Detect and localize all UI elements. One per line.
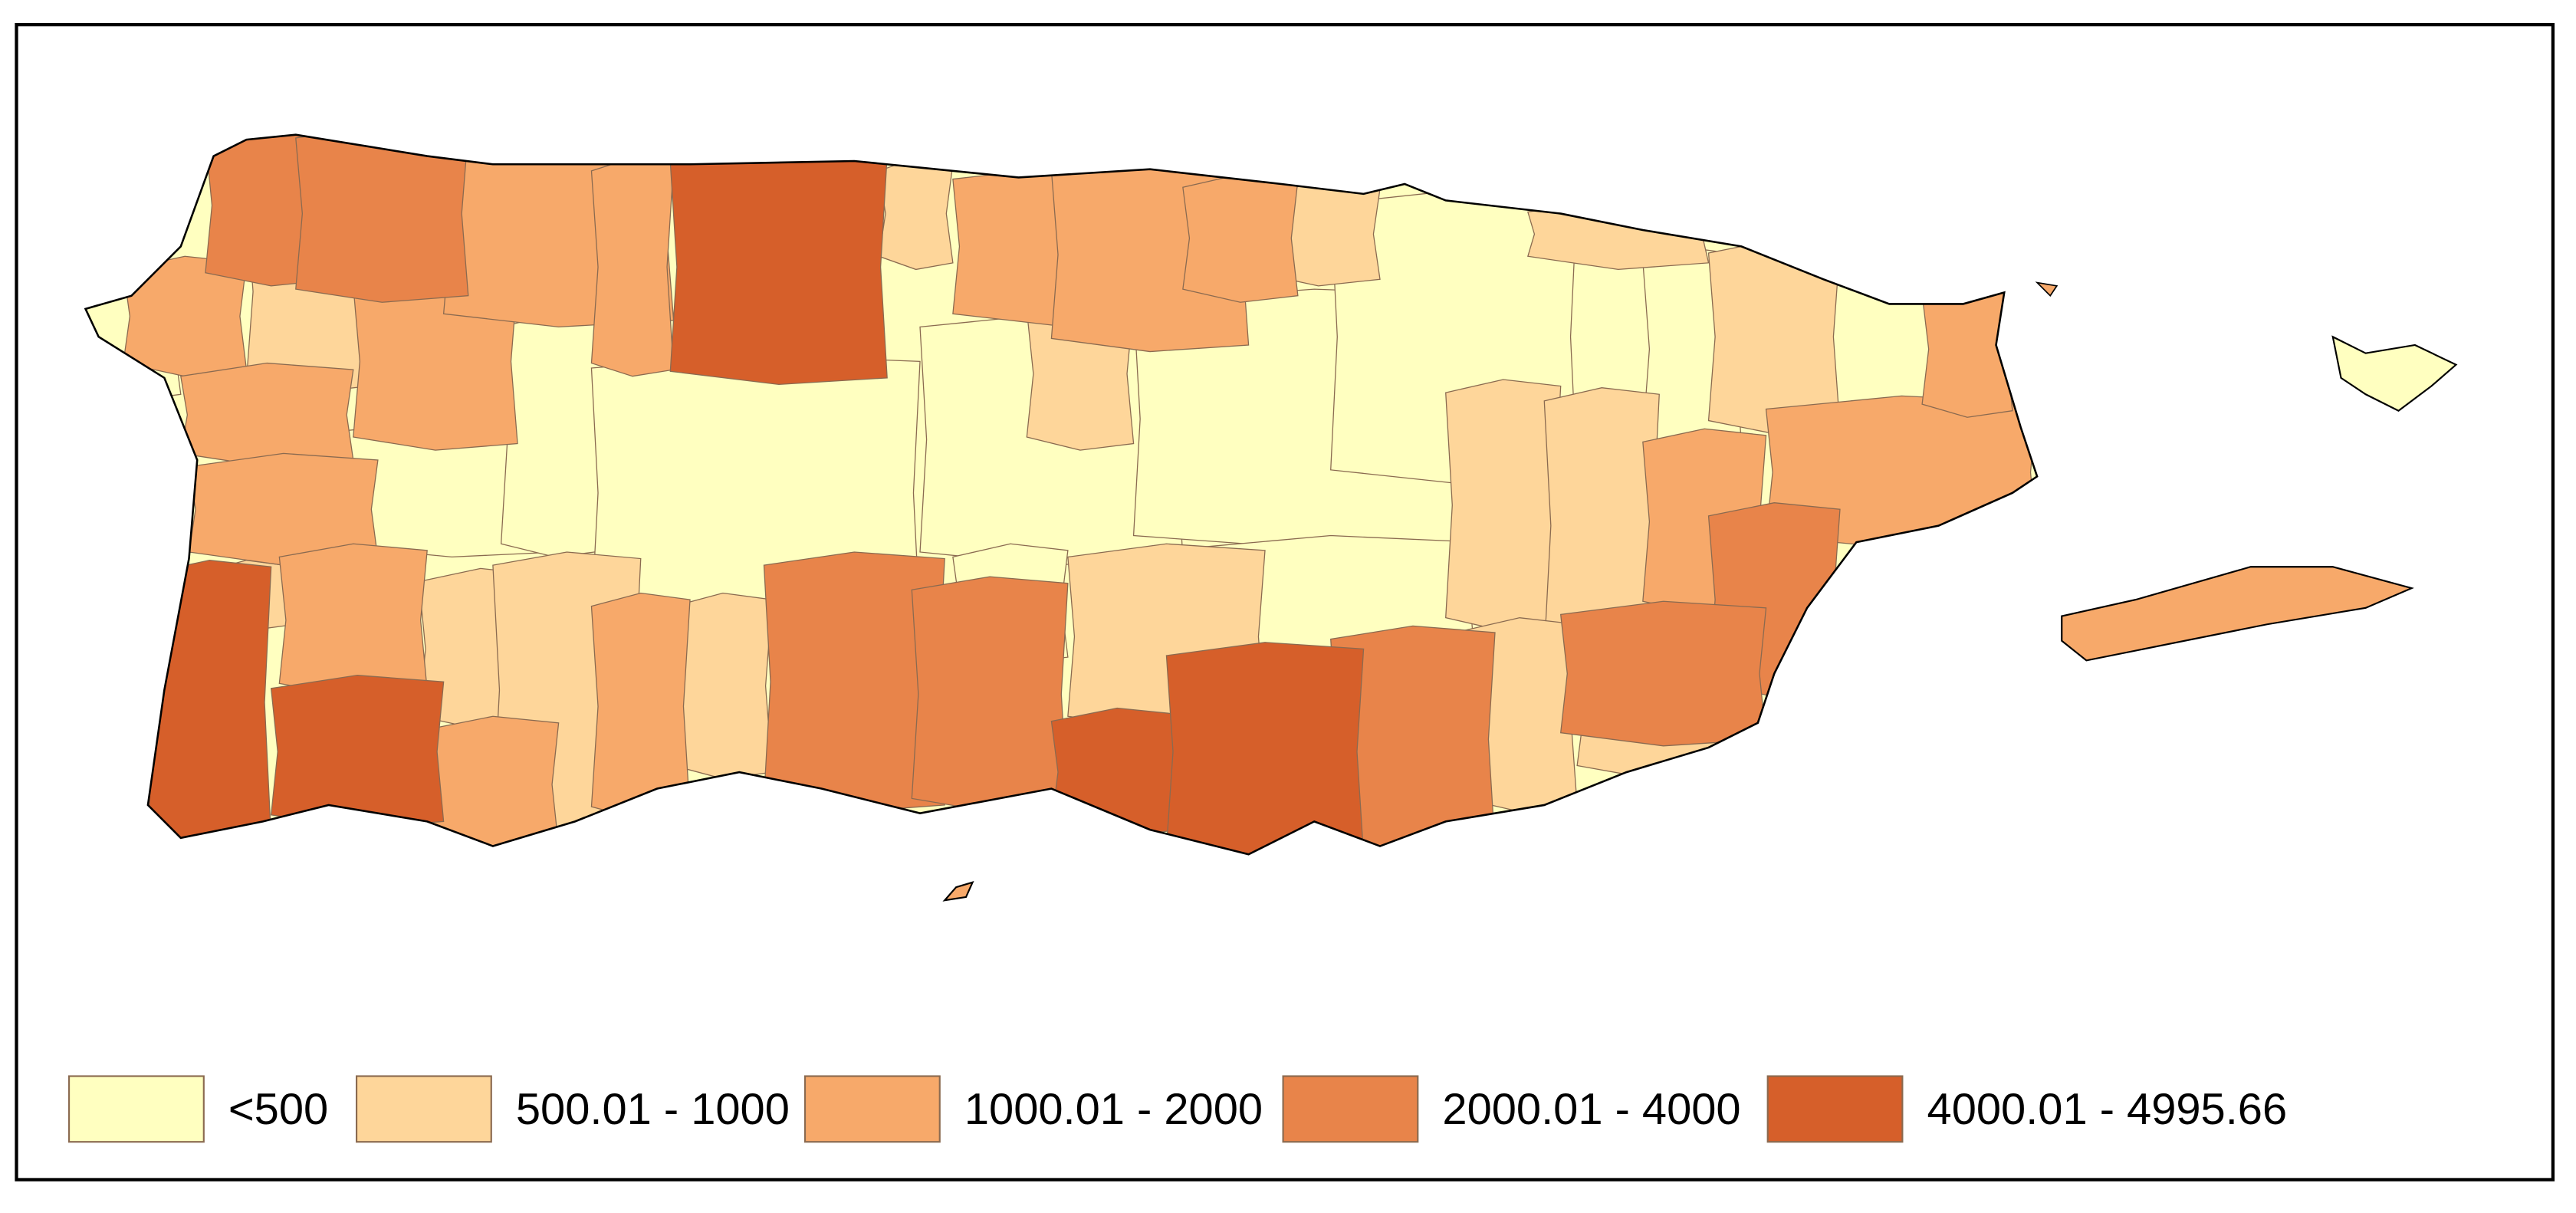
municipality: [878, 157, 954, 271]
municipality: [590, 157, 675, 377]
municipality: [1559, 600, 1767, 747]
legend-label: 2000.01 - 4000: [1442, 1085, 1740, 1134]
main-island: [85, 134, 2038, 855]
legend-swatch: [803, 1075, 941, 1143]
municipality: [911, 576, 1069, 813]
municipality: [1445, 379, 1562, 632]
municipality: [278, 543, 428, 698]
legend-swatch: [1766, 1075, 1904, 1143]
municipality: [270, 675, 445, 829]
legend: <500 500.01 - 1000 1000.01 - 2000 2000.01 -…: [68, 1075, 2288, 1143]
legend-label: <500: [228, 1085, 328, 1134]
mona: [942, 880, 974, 902]
legend-label: 4000.01 - 4995.66: [1927, 1085, 2288, 1134]
legend-swatch: [355, 1075, 492, 1143]
municipality: [295, 134, 469, 303]
legend-label: 500.01 - 1000: [516, 1085, 790, 1134]
legend-swatch: [68, 1075, 205, 1143]
desecheo: [2035, 281, 2058, 297]
municipality: [1921, 280, 2013, 418]
legend-label: 1000.01 - 2000: [964, 1085, 1263, 1134]
municipality: [1165, 642, 1365, 855]
municipality: [763, 551, 945, 813]
municipality: [147, 560, 272, 846]
culebra: [2331, 335, 2458, 412]
legend-swatch: [1282, 1075, 1419, 1143]
municipality: [669, 149, 888, 386]
municipality: [1527, 198, 1710, 271]
frame: [15, 22, 2555, 1182]
municipality: [1182, 173, 1299, 303]
municipality: [180, 362, 354, 468]
vieques: [2061, 566, 2414, 662]
